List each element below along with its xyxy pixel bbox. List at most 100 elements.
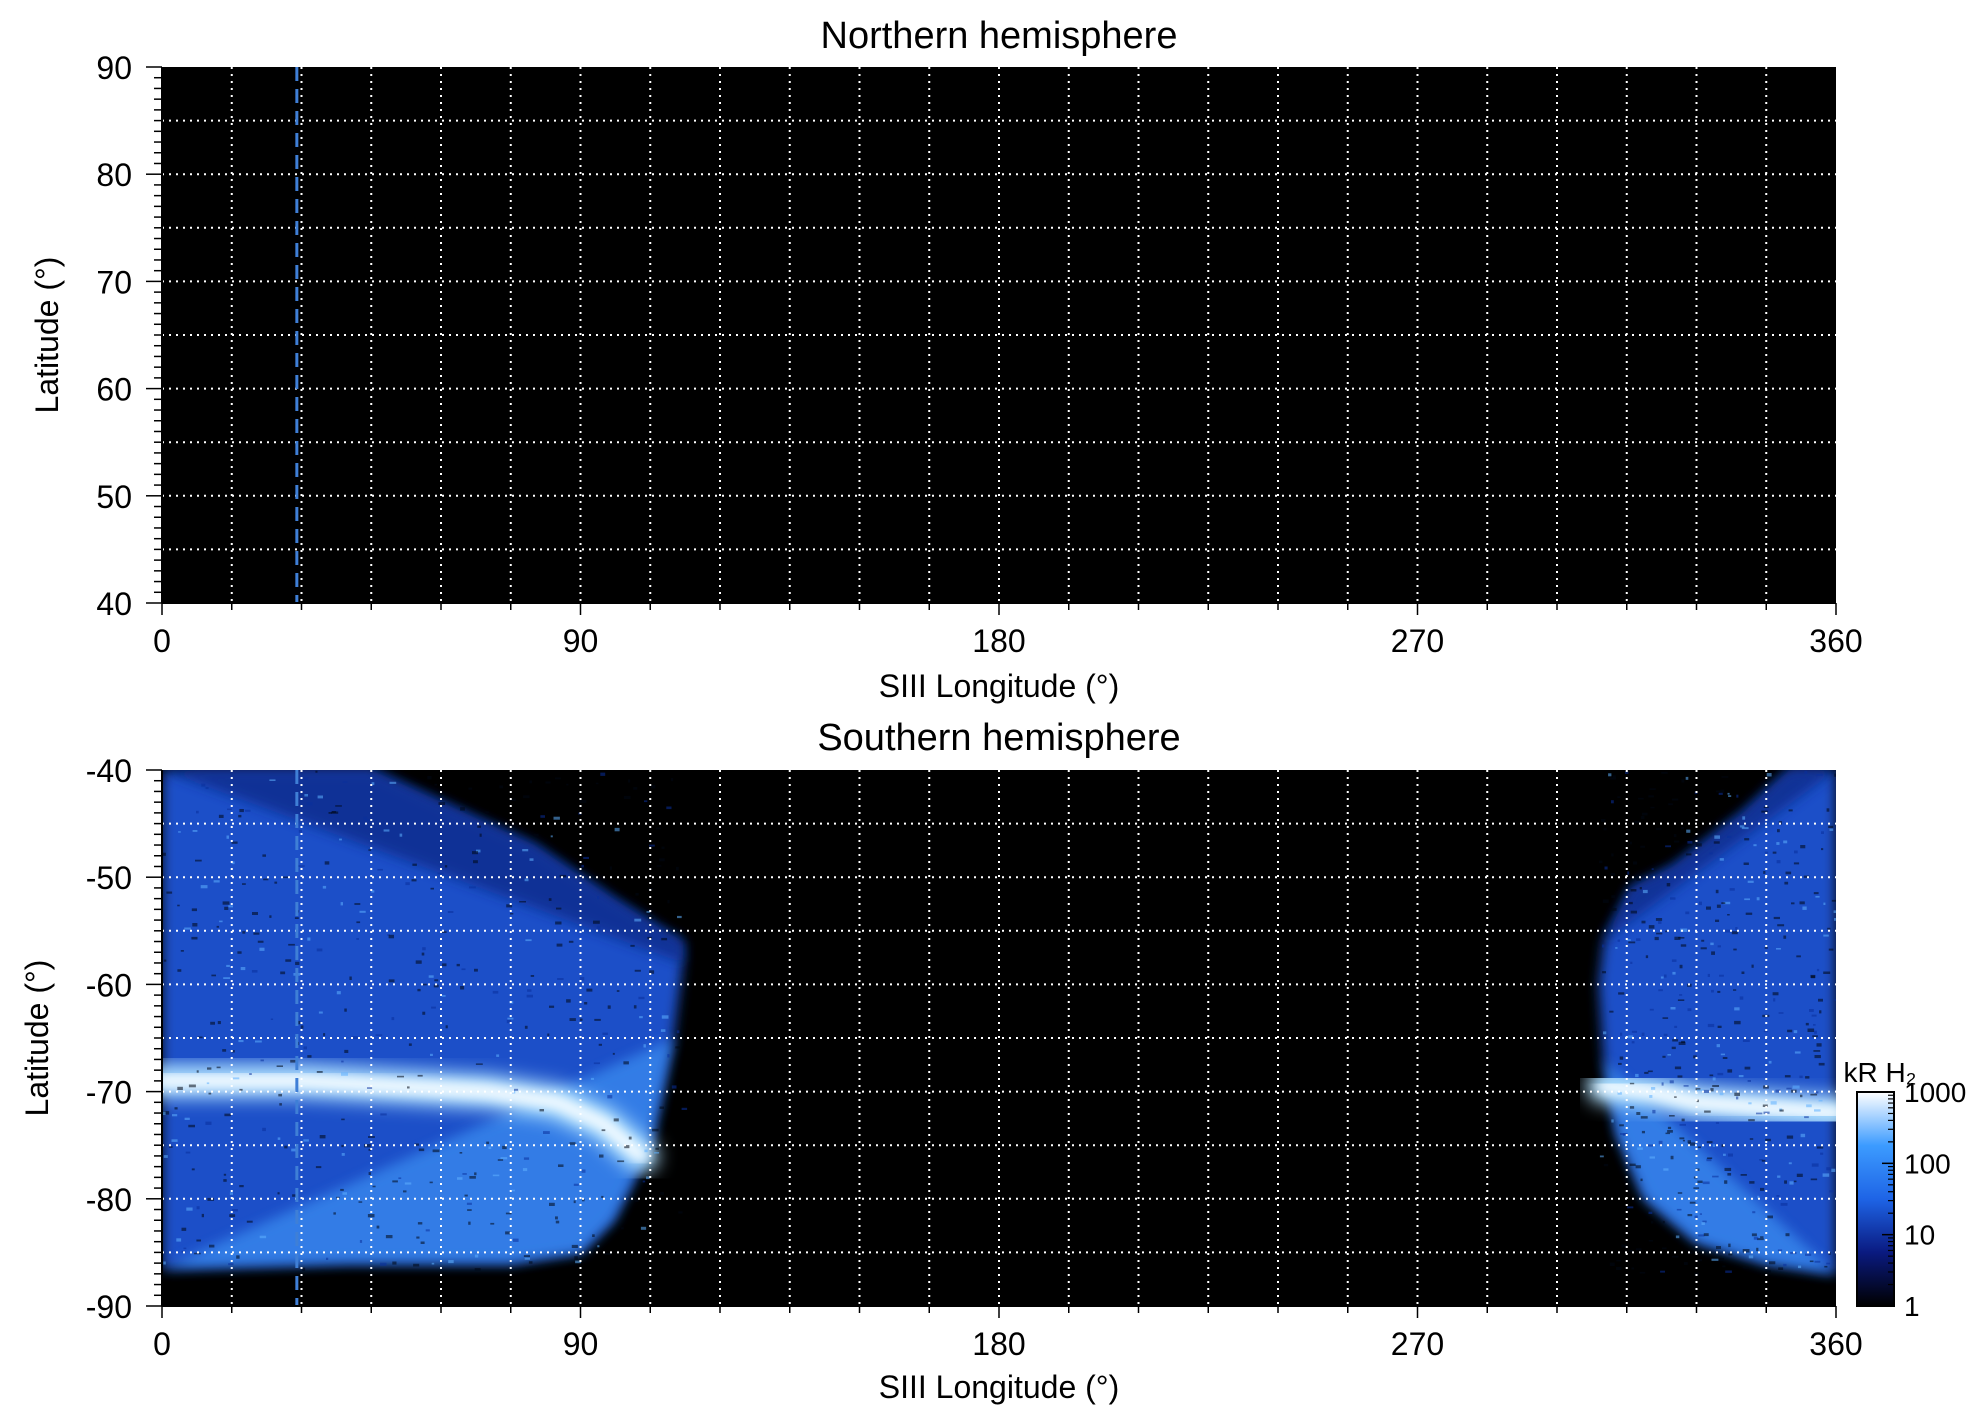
speckle <box>1826 1167 1832 1171</box>
speckle <box>510 913 514 915</box>
speckle <box>543 1131 550 1134</box>
speckle <box>1638 797 1644 800</box>
speckle <box>434 783 437 786</box>
speckle <box>1713 841 1720 844</box>
speckle <box>592 1234 595 1237</box>
speckle <box>245 809 251 812</box>
speckle <box>620 1227 624 1230</box>
speckle <box>194 1252 201 1255</box>
speckle <box>667 1054 670 1058</box>
speckle <box>602 1032 608 1035</box>
speckle <box>1642 889 1648 894</box>
x-tick-label: 180 <box>972 623 1025 659</box>
speckle <box>659 858 665 862</box>
speckle <box>474 1268 481 1271</box>
speckle <box>581 1169 586 1173</box>
speckle <box>302 777 309 781</box>
speckle <box>655 1147 659 1150</box>
speckle <box>1818 1062 1825 1066</box>
speckle <box>1810 1093 1818 1096</box>
speckle <box>661 1015 669 1019</box>
speckle <box>1834 773 1836 777</box>
speckle <box>1806 1104 1812 1108</box>
colorbar-gradient <box>1856 1091 1895 1307</box>
speckle <box>1617 939 1620 942</box>
speckle <box>1816 1043 1822 1047</box>
speckle <box>1739 825 1745 828</box>
speckle <box>582 1199 585 1202</box>
speckle <box>633 787 638 790</box>
speckle <box>1670 1155 1674 1160</box>
speckle <box>1631 1030 1637 1033</box>
speckle <box>522 849 529 852</box>
speckle <box>368 1149 371 1151</box>
speckle <box>1738 1075 1744 1078</box>
speckle <box>670 778 674 782</box>
speckle <box>1677 1075 1683 1078</box>
speckle <box>288 943 295 946</box>
colorbar-tick-label: 1000 <box>1904 1077 1966 1108</box>
speckle <box>351 1036 358 1040</box>
speckle <box>485 811 489 814</box>
speckle <box>1715 889 1719 894</box>
speckle <box>1785 1233 1790 1237</box>
speckle <box>1756 1112 1763 1115</box>
speckle <box>1734 1092 1740 1096</box>
speckle <box>277 1192 280 1195</box>
speckle <box>284 1145 288 1149</box>
speckle <box>408 1043 412 1046</box>
speckle <box>1660 976 1664 979</box>
speckle <box>259 1235 267 1239</box>
speckle <box>586 988 593 992</box>
speckle <box>659 1106 664 1109</box>
speckle <box>1711 1258 1719 1261</box>
speckle <box>326 1257 329 1260</box>
speckle <box>1680 928 1688 932</box>
speckle <box>1662 1017 1669 1019</box>
speckle <box>1791 902 1795 905</box>
speckle <box>1727 1173 1732 1176</box>
speckle <box>196 1070 199 1073</box>
speckle <box>479 833 482 837</box>
speckle <box>1716 1246 1721 1249</box>
speckle <box>392 1261 397 1265</box>
speckle <box>303 1139 309 1142</box>
speckle <box>1617 796 1621 798</box>
speckle <box>306 802 313 806</box>
speckle <box>341 1144 344 1148</box>
speckle <box>1640 845 1645 848</box>
speckle <box>341 1060 344 1063</box>
colorbar-tick-label: 1 <box>1904 1291 1920 1322</box>
speckle <box>474 968 478 972</box>
speckle <box>681 1107 688 1110</box>
speckle <box>1695 1168 1700 1171</box>
y-tick-label: -50 <box>86 860 132 896</box>
speckle <box>195 859 202 862</box>
speckle <box>231 1209 238 1212</box>
speckle <box>1650 806 1655 809</box>
speckle <box>1608 773 1612 777</box>
speckle <box>1718 792 1723 795</box>
speckle <box>1793 1030 1798 1034</box>
speckle <box>573 1200 576 1204</box>
speckle <box>1720 789 1725 793</box>
speckle <box>1654 936 1659 941</box>
speckle <box>1717 1258 1724 1261</box>
speckle <box>209 1244 215 1248</box>
speckle <box>1772 992 1779 996</box>
speckle <box>646 911 651 913</box>
speckle <box>656 865 662 867</box>
speckle <box>1602 944 1605 948</box>
speckle <box>1620 1032 1623 1036</box>
speckle <box>1696 1099 1699 1103</box>
speckle <box>568 940 574 943</box>
speckle <box>1635 1248 1642 1251</box>
speckle <box>429 1181 433 1184</box>
speckle <box>1699 1213 1702 1215</box>
speckle <box>1662 1247 1667 1250</box>
speckle <box>1765 1138 1771 1142</box>
speckle <box>1701 1222 1705 1225</box>
speckle <box>177 1086 183 1090</box>
speckle <box>475 1063 483 1065</box>
speckle <box>1681 1040 1685 1044</box>
